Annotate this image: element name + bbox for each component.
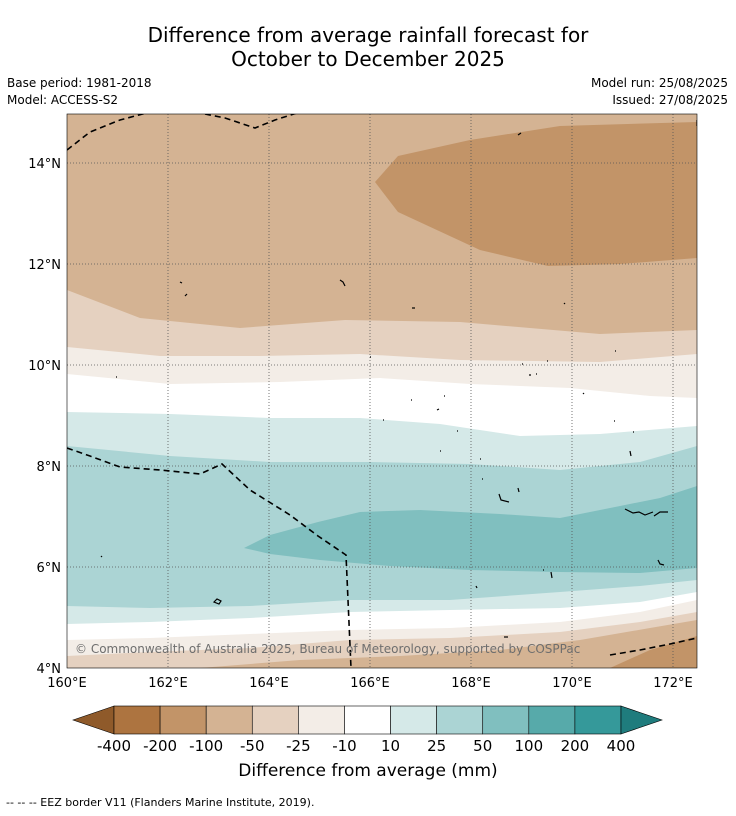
copyright-notice: © Commonwealth of Australia 2025, Bureau… [75, 642, 580, 656]
colorbar-tick-label: 50 [473, 737, 492, 755]
band-south-minus-100-200 [610, 636, 697, 668]
colorbar-swatch [251, 705, 299, 735]
colorbar-tick-label: 10 [381, 737, 400, 755]
x-tick-label: 164°E [249, 676, 289, 691]
map-title-line1: Difference from average rainfall forecas… [147, 23, 589, 47]
base-period-text: Base period: 1981-2018 [7, 76, 152, 90]
colorbar-swatch [205, 705, 253, 735]
colorbar-tick-label: -25 [286, 737, 311, 755]
graticule [67, 114, 697, 668]
colorbar-tick-label: -100 [189, 737, 223, 755]
rainfall-contours: © Commonwealth of Australia 2025, Bureau… [67, 114, 697, 668]
band-south-minus-50-100 [200, 620, 697, 668]
colorbar-tick-label: -10 [332, 737, 357, 755]
colorbar-tick-label: 100 [514, 737, 543, 755]
colorbar-tick-label: -400 [97, 737, 131, 755]
colorbar-swatch [113, 705, 161, 735]
colorbar-tick-label: -200 [143, 737, 177, 755]
colorbar-extend-low [72, 705, 115, 735]
colorbar-swatch [574, 705, 622, 735]
colorbar-tick-label: 400 [607, 737, 636, 755]
colorbar-swatch [528, 705, 576, 735]
map-frame [66, 113, 698, 669]
x-tick-label: 170°E [552, 676, 592, 691]
x-tick-label: 162°E [148, 676, 188, 691]
eez-legend-note: -- -- -- EEZ border V11 (Flanders Marine… [6, 796, 315, 809]
x-tick-label: 172°E [653, 676, 693, 691]
colorbar-tick-label: 200 [561, 737, 590, 755]
colorbar-title: Difference from average (mm) [238, 761, 498, 781]
eez-borders [67, 114, 697, 668]
issued-text: Issued: 27/08/2025 [612, 93, 728, 107]
islands [100, 120, 697, 638]
band-plus-50-100 [244, 486, 697, 573]
band-minus-100-200 [375, 122, 697, 266]
colorbar-swatch [436, 705, 484, 735]
colorbar-swatch [344, 705, 391, 735]
y-tick-label: 12°N [28, 258, 61, 273]
y-axis-ticks: 4°N 6°N 8°N 10°N 12°N 14°N [28, 157, 61, 677]
colorbar-extend-high [620, 705, 663, 735]
colorbar-swatch [159, 705, 207, 735]
x-tick-label: 166°E [350, 676, 390, 691]
y-tick-label: 4°N [37, 662, 62, 677]
y-tick-label: 10°N [28, 359, 61, 374]
x-axis-ticks: 160°E 162°E 164°E 166°E 168°E 170°E 172°… [47, 676, 693, 691]
y-tick-label: 8°N [37, 460, 62, 475]
model-text: Model: ACCESS-S2 [7, 93, 119, 107]
colorbar-tick-label: 25 [427, 737, 446, 755]
map-title-line2: October to December 2025 [231, 47, 505, 71]
colorbar-swatch [298, 705, 345, 735]
colorbar-swatch [482, 705, 530, 735]
colorbar-swatch [390, 705, 437, 735]
colorbar-tick-label: -50 [240, 737, 265, 755]
y-tick-label: 6°N [37, 561, 62, 576]
x-tick-label: 168°E [451, 676, 491, 691]
y-tick-label: 14°N [28, 157, 61, 172]
colorbar: -400 -200 -100 -50 -25 -10 10 25 50 100 200 400 [72, 705, 663, 755]
model-run-text: Model run: 25/08/2025 [590, 76, 728, 90]
x-tick-label: 160°E [47, 676, 87, 691]
